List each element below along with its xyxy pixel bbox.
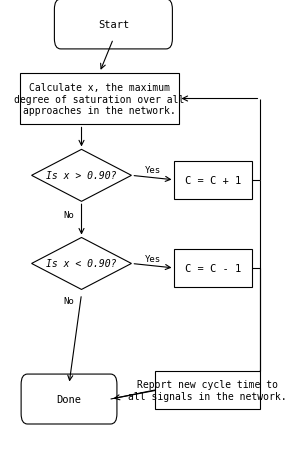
Text: C = C - 1: C = C - 1 <box>185 263 242 273</box>
Polygon shape <box>32 238 131 290</box>
Text: Yes: Yes <box>145 254 161 263</box>
Bar <box>20 74 178 125</box>
Text: No: No <box>64 297 74 306</box>
Text: Calculate x, the maximum
degree of saturation over all
approaches in the network: Calculate x, the maximum degree of satur… <box>14 83 185 116</box>
Text: C = C + 1: C = C + 1 <box>185 175 242 185</box>
Text: Start: Start <box>98 20 129 30</box>
Bar <box>155 371 260 410</box>
Text: Is x < 0.90?: Is x < 0.90? <box>46 259 117 269</box>
FancyBboxPatch shape <box>54 0 172 50</box>
Bar <box>174 249 252 288</box>
Text: Is x > 0.90?: Is x > 0.90? <box>46 171 117 181</box>
Text: Yes: Yes <box>145 166 161 175</box>
FancyBboxPatch shape <box>21 374 117 424</box>
Text: No: No <box>64 211 74 220</box>
Text: Report new cycle time to
all signals in the network.: Report new cycle time to all signals in … <box>128 379 287 401</box>
Polygon shape <box>32 150 131 202</box>
Text: Done: Done <box>56 394 82 404</box>
Bar <box>174 161 252 200</box>
